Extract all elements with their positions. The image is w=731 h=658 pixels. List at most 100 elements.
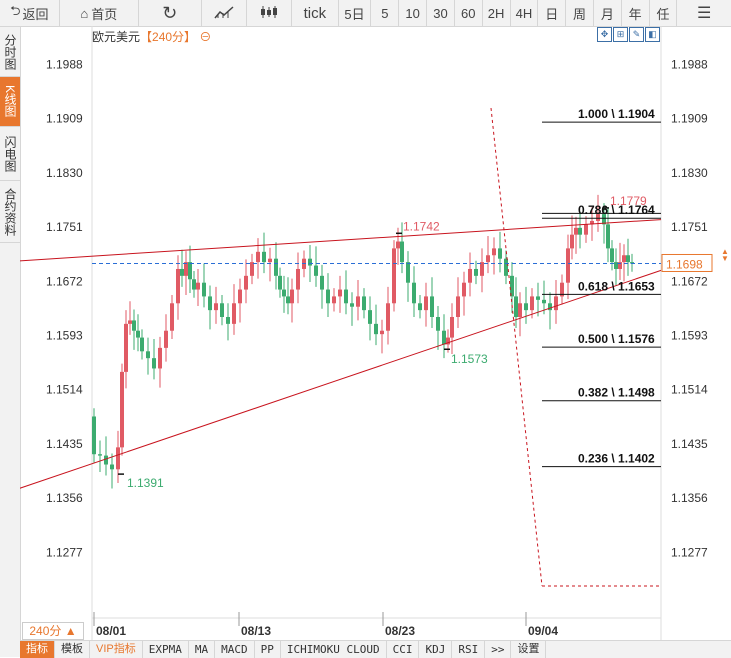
home-label: 首页 [91,6,118,22]
candle-body-30 [250,262,254,276]
period-selector[interactable]: 240分 ▲ [22,622,84,640]
sidebar: 分时图 K线图 闪电图 合约资料 [0,27,21,657]
zoom-fit-icon[interactable]: ⊞ [613,27,628,42]
indicator-tab-7[interactable]: ICHIMOKU CLOUD [281,641,387,658]
indicator-tab-3[interactable]: EXPMA [143,641,189,658]
candle-body-86 [566,248,570,283]
indicator-tab-5[interactable]: MACD [215,641,255,658]
candle-body-8 [132,320,136,331]
candle-body-37 [286,296,290,304]
indicator-tab-6[interactable]: PP [255,641,281,658]
candle-body-4 [116,447,120,470]
tab-tick[interactable]: tick [292,0,339,26]
candle-body-29 [244,275,248,290]
candle-body-74 [498,248,502,259]
candle-body-58 [406,262,410,283]
tab-day[interactable]: 日 [538,0,567,26]
expand-icon[interactable]: ◧ [645,27,660,42]
indicator-bar: 指标 模板 VIP指标 EXPMA MA MACD PP ICHIMOKU CLOUD CCI K… [20,640,731,658]
tab-60[interactable]: 60 [455,0,483,26]
tab-5d[interactable]: 5日 [339,0,372,26]
candle-body-75 [504,258,508,276]
candlestick-icon [259,5,279,22]
y-tick-right-3: 1.1751 [671,220,708,234]
price-chart[interactable]: 1.1988 1.1988 1.1909 1.1909 1.1830 1.1830 1.17… [20,26,731,640]
back-button[interactable]: ⮌ 返回 [0,0,60,26]
candle-body-54 [386,303,390,331]
indicator-tab-12[interactable]: 设置 [511,641,547,658]
candle-body-17 [180,268,184,276]
back-label: 返回 [22,6,49,22]
collapse-icon[interactable]: ⊖ [199,30,212,44]
tab-month[interactable]: 月 [594,0,622,26]
sidebar-item-lightning[interactable]: 闪电图 [0,127,20,181]
tab-year[interactable]: 年 [622,0,650,26]
candle-body-21 [196,282,200,290]
draw-tool-icon[interactable]: ✎ [629,27,644,42]
x-tick-1: 08/13 [241,624,271,638]
tab-10[interactable]: 10 [399,0,428,26]
indicator-tab-8[interactable]: CCI [387,641,420,658]
candle-body-67 [456,296,460,317]
candle-body-95 [610,248,614,263]
sidebar-item-timeshare[interactable]: 分时图 [0,27,20,77]
refresh-button[interactable]: ↻ [139,0,202,26]
candle-body-69 [468,268,472,283]
y-tick-right-5: 1.1593 [671,329,708,343]
chart-type-candle-button[interactable] [247,0,292,26]
indicator-tab-10[interactable]: RSI [452,641,486,658]
tab-4h[interactable]: 4H [511,0,539,26]
candle-body-55 [392,248,396,304]
candle-body-88 [574,227,578,235]
lower-trendline [20,269,662,489]
sidebar-item-contract-info[interactable]: 合约资料 [0,181,20,243]
fib-label-4: 0.382 \ 1.1498 [578,386,655,400]
candle-body-61 [424,296,428,311]
y-tick-left-5: 1.1593 [46,329,83,343]
indicator-tab-11[interactable]: >> [485,641,512,658]
candle-body-1 [98,454,102,456]
candle-body-0 [92,416,96,455]
candle-body-96 [614,262,618,269]
y-tick-right-4: 1.1672 [671,274,708,288]
sidebar-item-kline[interactable]: K线图 [0,77,20,127]
indicator-tab-4[interactable]: MA [189,641,216,658]
candle-body-51 [368,310,372,324]
candle-body-83 [548,303,552,311]
indicator-tab-1[interactable]: 模板 [55,641,90,658]
candle-body-50 [362,296,366,311]
tab-5[interactable]: 5 [371,0,400,26]
candle-body-36 [282,289,286,297]
candle-body-53 [380,330,384,335]
tab-custom[interactable]: 任 [650,0,678,26]
candle-body-7 [128,320,132,324]
price-scroll-icon[interactable]: ▲ ▼ [721,247,729,263]
y-tick-right-1: 1.1909 [671,112,708,126]
candle-body-52 [374,323,378,335]
candle-body-2 [104,455,108,465]
fullscreen-icon[interactable]: ✥ [597,27,612,42]
candle-body-44 [326,289,330,304]
chart-type-line-button[interactable] [202,0,248,26]
candle-body-13 [158,347,162,369]
indicator-tab-0[interactable]: 指标 [20,641,55,658]
annotation-label-3: 1.1779 [610,194,647,208]
indicator-tab-2[interactable]: VIP指标 [90,641,143,658]
indicator-tab-9[interactable]: KDJ [419,641,453,658]
candle-body-91 [590,220,594,225]
candle-body-78 [518,303,522,317]
candle-body-41 [308,258,312,266]
back-icon: ⮌ [10,3,21,18]
tab-week[interactable]: 周 [566,0,594,26]
candle-body-38 [290,289,294,304]
home-button[interactable]: ⌂ 首页 [60,0,140,26]
candle-body-31 [256,251,260,263]
candle-body-82 [542,299,546,304]
tab-2h[interactable]: 2H [483,0,511,26]
tab-30[interactable]: 30 [427,0,455,26]
menu-button[interactable]: ☰ [677,0,731,26]
candle-body-20 [192,279,196,290]
period-label: 【240分】 [140,30,197,44]
candle-body-18 [184,262,188,276]
fib-label-5: 0.236 \ 1.1402 [578,452,655,466]
